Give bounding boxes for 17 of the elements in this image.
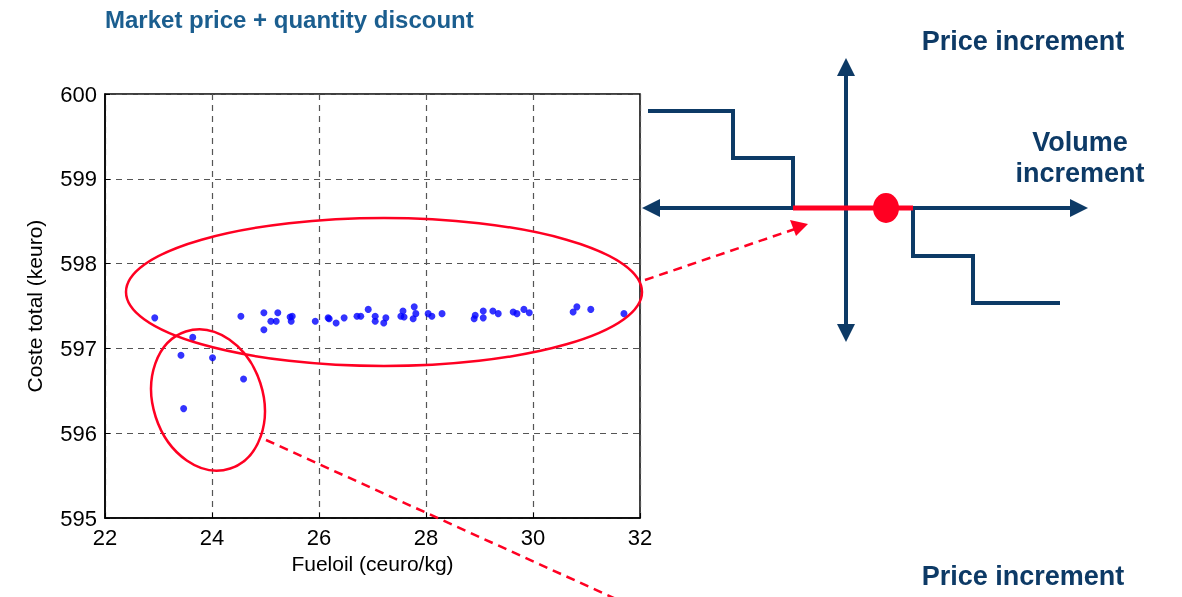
x-tick-label: 28 <box>413 524 439 550</box>
y-tick-label: 597 <box>60 335 97 361</box>
x-tick-label: 30 <box>520 524 546 550</box>
text: Price increment <box>920 561 1126 592</box>
y-tick-label: 599 <box>60 166 97 192</box>
chart-title: Market price + quantity discount <box>105 6 474 34</box>
x-axis-title: Fueloil (ceuro/kg) <box>291 551 454 575</box>
x-tick-label: 26 <box>306 524 332 550</box>
text: Price increment <box>920 26 1126 57</box>
y-axis-title: Coste total (keuro) <box>23 219 46 393</box>
y-tick-label: 595 <box>60 505 97 531</box>
text: Volume increment <box>1014 127 1146 189</box>
x-tick-label: 32 <box>627 524 653 550</box>
x-tick-label: 24 <box>199 524 225 550</box>
y-tick-label: 600 <box>60 81 97 107</box>
y-tick-label: 596 <box>60 420 97 446</box>
y-tick-label: 598 <box>60 251 97 277</box>
